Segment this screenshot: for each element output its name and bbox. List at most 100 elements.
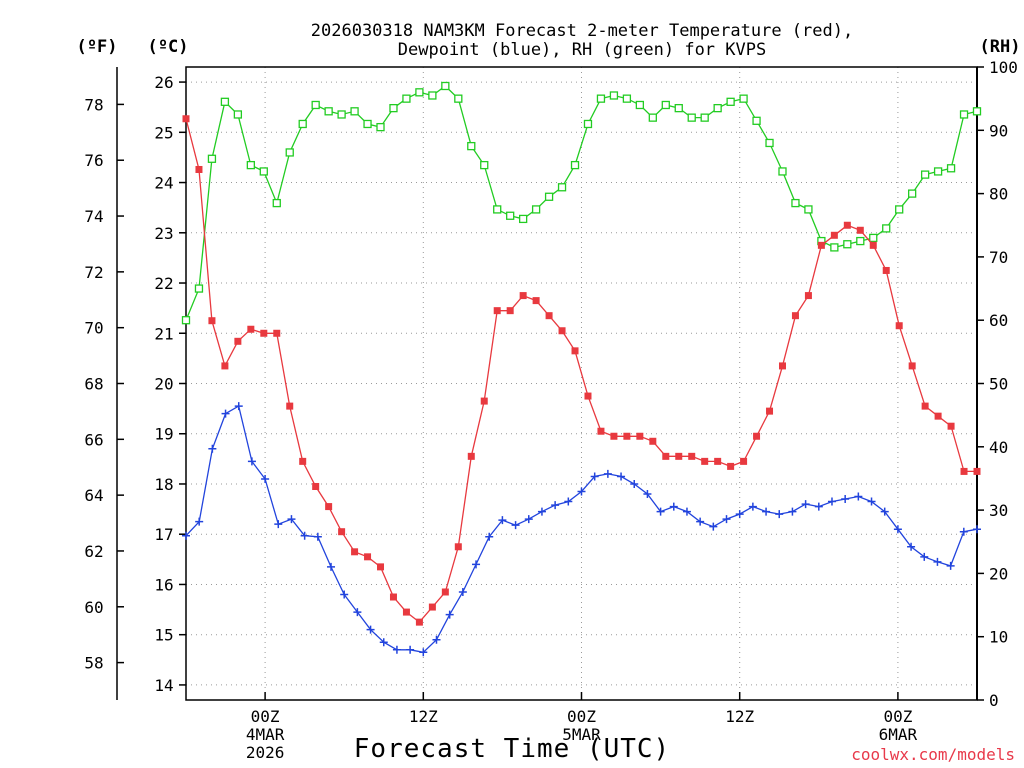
dewpoint-point [498,516,507,525]
rh-point [804,205,813,214]
temperature-point [338,528,346,536]
rh-point [376,122,385,132]
rh-point [791,198,800,208]
dewpoint-point [630,479,639,488]
temperature-point [688,452,696,460]
celsius-tick-label: 22 [154,274,173,293]
time-tick-year: 2026 [246,743,285,762]
fahrenheit-tick-label: 76 [84,151,103,170]
rh-point [570,160,580,170]
time-tick-date: 5MAR [562,725,601,744]
temperature-point [208,317,216,325]
rh-point [467,141,476,151]
temperature-point [377,563,385,571]
rh-point [493,205,502,214]
rh-point [480,160,489,170]
temperature-point [273,329,281,337]
temperature-point [558,327,566,335]
dewpoint-point [524,515,533,524]
dewpoint-point [682,507,691,516]
rh-point [402,94,411,103]
temperature-point [428,603,436,611]
rh-point [700,113,709,122]
temperature-point [195,165,203,173]
dewpoint-point [234,402,243,411]
source-credit: coolwx.com/models [851,745,1015,764]
fahrenheit-tick-label: 62 [84,542,103,561]
dewpoint-point [182,531,190,540]
temperature-point [221,362,229,370]
dewpoint-point [327,562,336,571]
temperature-point [701,457,709,465]
temperature-point [286,402,294,410]
dewpoint-point [221,409,230,418]
celsius-tick-label: 21 [154,324,173,343]
rh-point [596,94,606,103]
dewpoint-point [287,515,296,524]
fahrenheit-tick-label: 58 [84,654,103,673]
fahrenheit-tick-label: 78 [84,95,103,114]
temperature-point [895,322,903,330]
temperature-point [325,503,333,511]
rh-point [687,113,696,122]
series-layer [181,81,982,657]
rh-point [246,160,255,170]
rh-point [454,94,463,103]
rh-point [441,81,450,91]
rh-point [428,91,437,100]
rh-point [765,138,774,148]
dewpoint-point [762,507,771,516]
celsius-axis: 14 15 16 17 18 19 20 21 22 23 24 25 26 [154,73,186,695]
rh-point [869,233,878,243]
dewpoint-point [577,487,586,496]
celsius-tick-label: 20 [154,375,173,394]
rh-point [233,110,243,119]
dewpoint-point [643,490,652,499]
dewpoint-point [854,492,863,501]
temperature-point [312,482,320,490]
rh-tick-label: 40 [989,438,1008,457]
rh-point [583,119,593,129]
dewpoint-point [959,527,968,536]
celsius-tick-label: 17 [154,525,173,544]
rh-tick-label: 20 [989,564,1008,583]
celsius-tick-label: 25 [154,123,173,142]
x-axis-title: Forecast Time (UTC) [354,734,670,764]
rh-point [726,97,735,106]
dewpoint-point [485,532,494,541]
dewpoint-point [564,497,573,506]
rh-point [972,107,982,116]
rh-point [908,189,917,198]
temperature-point [480,397,488,405]
fahrenheit-tick-label: 68 [84,375,103,394]
rh-point [895,205,904,214]
temperature-point [791,312,799,320]
rh-point [713,103,722,113]
dewpoint-point [841,495,850,504]
time-tick-label: 00Z [567,707,596,726]
rh-point [739,94,748,103]
rh-point [285,148,294,157]
rh-point [220,97,230,106]
dewpoint-point [261,474,270,483]
rh-point [830,243,839,252]
dewpoint-point [656,507,665,516]
dewpoint-point [973,525,981,534]
rh-point [389,103,398,113]
temperature-point [545,312,553,320]
temperature-point [753,432,761,440]
rh-point [531,205,541,214]
dewpoint-point [801,500,810,509]
dewpoint-point [814,502,823,511]
dewpoint-point [696,517,705,526]
time-tick-date: 4MAR [246,725,285,744]
celsius-unit-label: (ºC) [148,37,189,57]
rh-point [635,100,645,110]
dewpoint-point [406,645,415,654]
rh-point [946,164,956,173]
dewpoint-point [537,507,546,516]
temperature-point [740,457,748,465]
temperature-point [532,297,540,305]
dewpoint-line [185,405,978,654]
